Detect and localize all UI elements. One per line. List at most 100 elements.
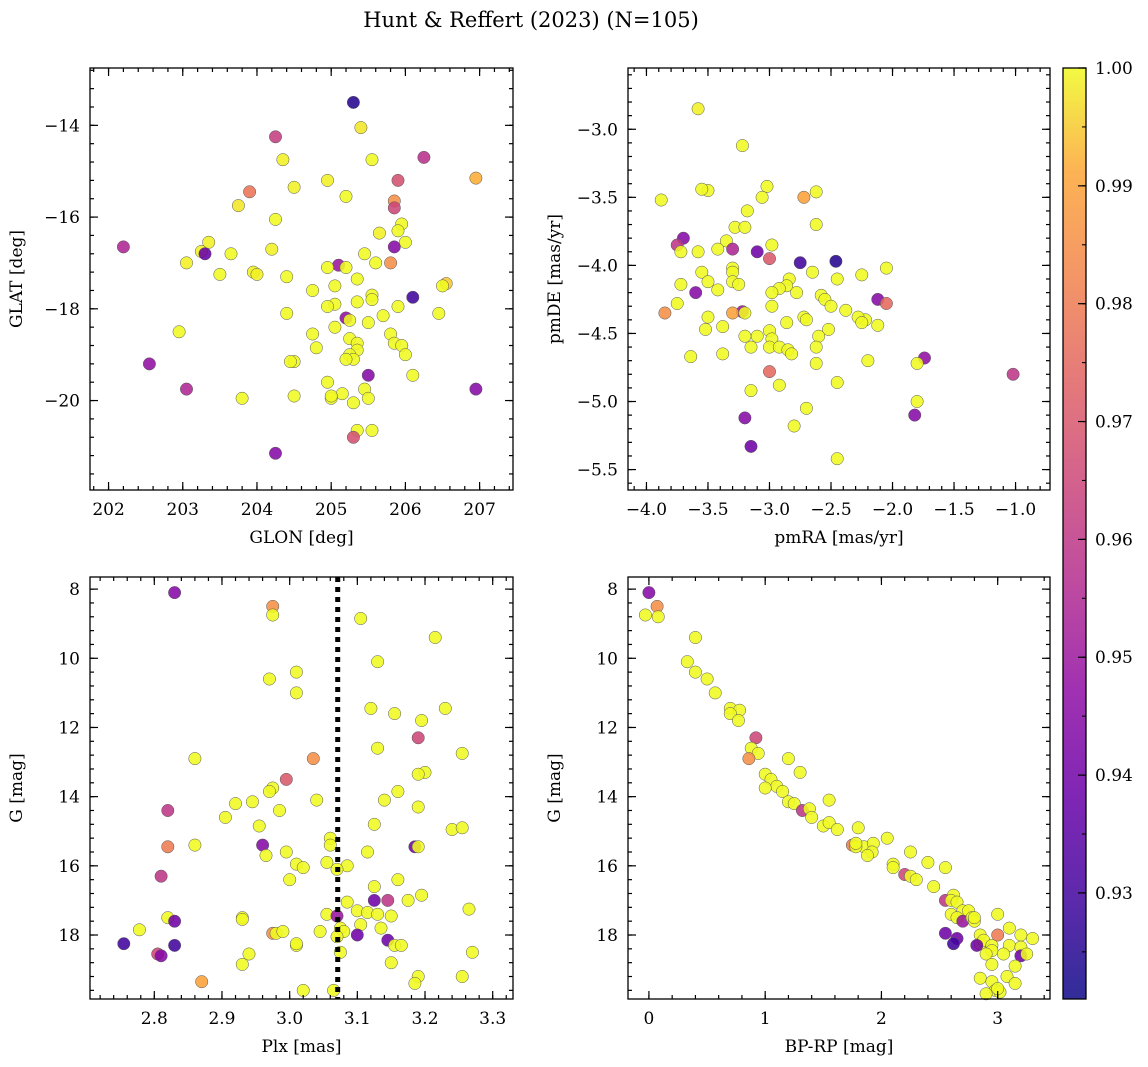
scatter-point (438, 701, 452, 715)
x-axis-label: GLON [deg] (249, 528, 353, 548)
scatter-point (235, 912, 249, 926)
scatter-point (371, 741, 385, 755)
colorbar-tick-label: 0.99 (1095, 177, 1133, 197)
scatter-point (391, 300, 405, 313)
axis-ticks (628, 577, 1050, 999)
scatter-point (799, 401, 813, 415)
x-tick-label: 3 (992, 1009, 1003, 1029)
scatter-point (346, 430, 360, 444)
scatter-point (670, 297, 684, 310)
scatter-point (340, 895, 354, 909)
y-tick-label: −16 (44, 208, 80, 228)
scatter-point (321, 375, 334, 389)
scatter-point (799, 313, 813, 327)
y-tick-label: 14 (58, 788, 80, 808)
scatter-point (296, 983, 310, 997)
scatter-point (740, 204, 754, 218)
scatter-point (927, 880, 941, 894)
scatter-point (797, 190, 811, 204)
scatter-point (787, 419, 801, 433)
scatter-point (276, 153, 290, 167)
scatter-point (765, 286, 779, 300)
scatter-point (202, 235, 216, 249)
axis-ticks (628, 68, 1050, 490)
scatter-point (997, 947, 1010, 961)
scatter-point (455, 746, 469, 760)
scatter-point (243, 185, 257, 199)
scatter-point (313, 925, 327, 938)
scatter-point (384, 256, 398, 270)
scatter-point (772, 378, 786, 392)
scatter-point (276, 925, 290, 938)
scatter-point (1020, 947, 1034, 961)
scatter-point (367, 893, 381, 907)
y-tick-label: 10 (596, 649, 618, 669)
scatter-point (1002, 921, 1016, 935)
scatter-point (861, 849, 874, 862)
y-tick-label: −4.5 (577, 324, 618, 344)
y-tick-label: 10 (58, 649, 80, 669)
scatter-point (339, 261, 353, 274)
scatter-point (415, 888, 429, 902)
scatter-point (735, 139, 749, 153)
scatter-point (306, 327, 320, 341)
scatter-point (793, 765, 807, 779)
colorbar-tick-label: 0.94 (1095, 766, 1133, 786)
scatter-point (716, 347, 730, 361)
scatter-point (231, 199, 245, 213)
scatter-point (674, 277, 688, 291)
scatter-point (711, 283, 725, 297)
scatter-points (117, 586, 479, 997)
scatter-point (711, 242, 725, 256)
scatter-point (716, 320, 730, 334)
scatter-point (391, 873, 405, 887)
y-axis-label: G [mag] (7, 753, 27, 822)
scatter-point (830, 376, 844, 389)
scatter-point (822, 793, 836, 807)
scatter-point (417, 150, 431, 164)
scatter-point (369, 256, 383, 270)
scatter-point (374, 921, 388, 935)
x-tick-label: 204 (241, 500, 273, 520)
scatter-point (365, 153, 379, 167)
scatter-point (465, 945, 479, 959)
scatter-point (849, 836, 863, 850)
scatter-point (394, 938, 408, 952)
scatter-point (910, 356, 924, 370)
scatter-point (824, 299, 838, 313)
scatter-point (289, 686, 303, 700)
scatter-points (638, 586, 1040, 1001)
scatter-point (365, 423, 379, 437)
scatter-point (154, 949, 168, 963)
scatter-point (886, 861, 900, 875)
scatter-point (938, 861, 952, 875)
scatter-point (180, 382, 193, 396)
x-tick-label: 0 (644, 1009, 655, 1029)
x-tick-label: −1.0 (995, 500, 1036, 520)
colorbar-tick-label: 0.95 (1095, 648, 1133, 668)
scatter-point (371, 655, 385, 669)
y-tick-label: −20 (44, 392, 80, 412)
scatter-point (744, 439, 758, 453)
scatter-point (688, 665, 702, 679)
scatter-point (218, 810, 232, 824)
scatter-point (310, 793, 324, 807)
scatter-point (388, 707, 402, 721)
x-tick-label: 3.3 (479, 1009, 506, 1029)
scatter-point (879, 297, 893, 310)
colorbar-tick-label: 0.96 (1095, 530, 1133, 550)
scatter-point (309, 341, 323, 355)
scatter-point (432, 306, 446, 320)
scatter-point (198, 247, 212, 261)
scatter-point (346, 396, 360, 410)
scatter-point (280, 270, 294, 284)
scatter-point (855, 316, 869, 330)
scatter-point (350, 928, 364, 942)
scatter-point (829, 254, 843, 268)
scatter-point (168, 938, 182, 952)
scatter-point (809, 218, 823, 231)
scatter-point (117, 937, 131, 951)
scatter-point (695, 265, 709, 279)
scatter-point (871, 318, 885, 332)
scatter-point (991, 907, 1005, 921)
